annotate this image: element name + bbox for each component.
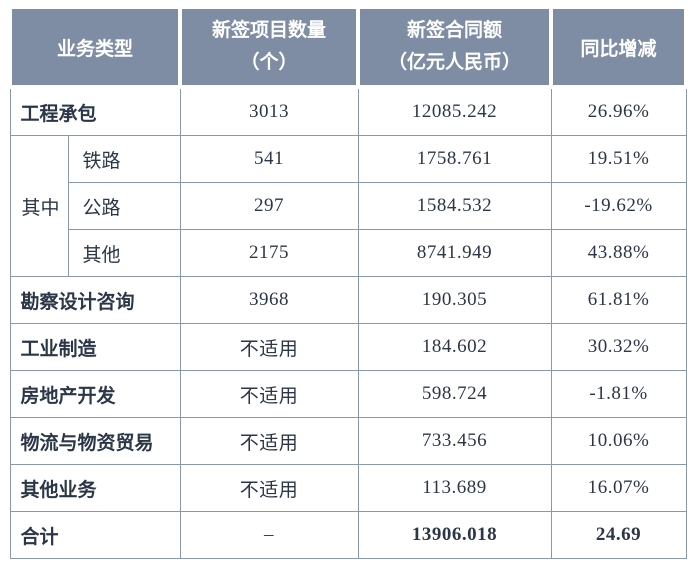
cell-amount: 184.602 [357, 323, 552, 371]
row-label: 合计 [9, 511, 181, 559]
header-new-projects-line2: （个） [240, 52, 298, 73]
cell-change: 26.96% [550, 86, 687, 136]
cell-amount: 13906.018 [357, 511, 552, 559]
cell-count: 541 [179, 135, 359, 183]
row-label: 勘察设计咨询 [9, 276, 181, 324]
cell-amount: 8741.949 [357, 229, 552, 277]
header-contract-value-line1: 新签合同额 [407, 20, 503, 42]
table-row-other-business: 其他业务 不适用 113.689 16.07% [9, 464, 687, 512]
row-label: 物流与物资贸易 [9, 417, 181, 465]
cell-change: 19.51% [550, 135, 687, 183]
header-contract-value-line2: （亿元人民币） [388, 52, 522, 73]
cell-count: – [179, 511, 359, 559]
cell-amount: 113.689 [357, 464, 552, 512]
cell-amount: 733.456 [357, 417, 552, 465]
row-sublabel: 公路 [67, 182, 181, 230]
group-label: 其中 [9, 135, 69, 277]
cell-amount: 190.305 [357, 276, 552, 324]
cell-change: 24.69 [550, 511, 687, 559]
row-label: 工业制造 [9, 323, 181, 371]
header-new-projects-line1: 新签项目数量 [212, 20, 327, 42]
row-sublabel: 其他 [67, 229, 181, 277]
row-sublabel: 铁路 [67, 135, 181, 183]
header-contract-value: 新签合同额 （亿元人民币） [356, 5, 554, 89]
table-row-engineering: 工程承包 3013 12085.242 26.96% [9, 86, 687, 136]
table-row-highway: 公路 297 1584.532 -19.62% [10, 182, 687, 230]
row-label: 工程承包 [9, 86, 181, 136]
row-label: 其他业务 [9, 464, 181, 512]
table-row-total: 合计 – 13906.018 24.69 [9, 511, 687, 559]
cell-count: 297 [179, 182, 359, 230]
header-yoy-change: 同比增减 [549, 5, 689, 89]
table-row-industrial: 工业制造 不适用 184.602 30.32% [9, 323, 687, 371]
cell-count: 不适用 [179, 464, 359, 512]
cell-change: 16.07% [550, 464, 687, 512]
table-row-logistics: 物流与物资贸易 不适用 733.456 10.06% [9, 417, 687, 465]
table-row-real-estate: 房地产开发 不适用 598.724 -1.81% [9, 370, 687, 418]
business-data-table: 业务类型 新签项目数量 （个） 新签合同额 （亿元人民币） 同比增减 工程承包 … [7, 5, 689, 559]
header-new-projects: 新签项目数量 （个） [178, 5, 361, 89]
cell-count: 3013 [179, 86, 359, 136]
cell-count: 不适用 [179, 370, 359, 418]
row-label: 房地产开发 [9, 370, 181, 418]
cell-change: -1.81% [550, 370, 687, 418]
cell-amount: 1584.532 [357, 182, 552, 230]
header-row: 业务类型 新签项目数量 （个） 新签合同额 （亿元人民币） 同比增减 [7, 5, 689, 89]
cell-change: 43.88% [550, 229, 687, 277]
cell-change: 10.06% [550, 417, 687, 465]
cell-amount: 12085.242 [357, 86, 552, 136]
cell-amount: 1758.761 [357, 135, 552, 183]
cell-count: 不适用 [179, 323, 359, 371]
cell-amount: 598.724 [357, 370, 552, 418]
cell-change: 30.32% [550, 323, 687, 371]
cell-count: 不适用 [179, 417, 359, 465]
header-business-type: 业务类型 [7, 5, 183, 89]
cell-change: -19.62% [550, 182, 687, 230]
cell-count: 2175 [179, 229, 359, 277]
table-row-survey-design: 勘察设计咨询 3968 190.305 61.81% [9, 276, 687, 324]
table-row-other-projects: 其他 2175 8741.949 43.88% [10, 229, 687, 277]
table-row-railway: 其中 铁路 541 1758.761 19.51% [9, 135, 687, 277]
cell-count: 3968 [179, 276, 359, 324]
cell-change: 61.81% [550, 276, 687, 324]
